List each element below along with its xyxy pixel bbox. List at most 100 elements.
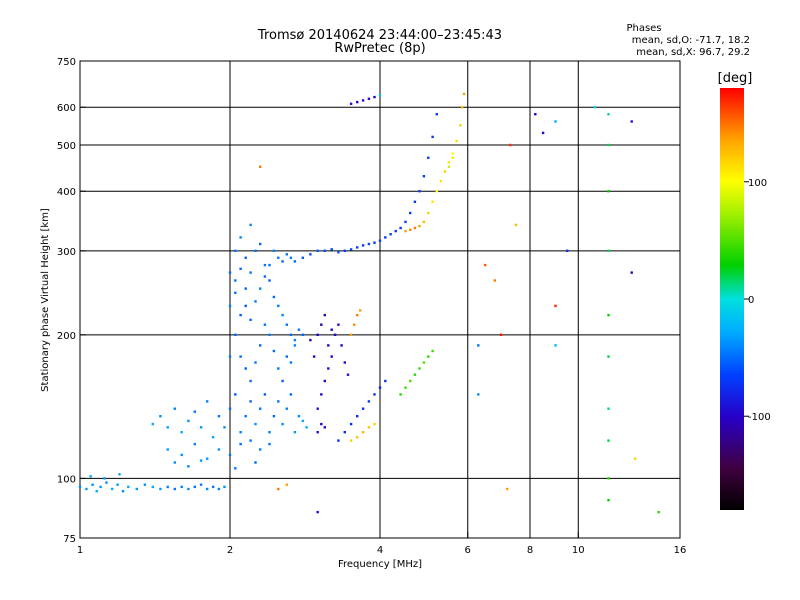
phase-stats-o: mean, sd,O: -71.7, 18.2 — [632, 35, 750, 46]
data-point — [103, 477, 106, 480]
data-point — [110, 487, 114, 491]
data-point — [244, 287, 247, 290]
data-point — [281, 422, 284, 426]
data-point — [447, 161, 451, 164]
data-point — [206, 487, 209, 491]
data-point — [228, 453, 232, 457]
colorbar-tick-label: 100 — [748, 178, 767, 189]
y-tick-label: 600 — [57, 103, 76, 114]
data-point — [249, 271, 252, 274]
data-point — [373, 241, 376, 244]
data-point — [361, 431, 365, 434]
data-point — [462, 92, 466, 96]
data-point — [534, 113, 537, 116]
data-point — [418, 224, 421, 228]
data-point — [105, 481, 108, 484]
data-point — [459, 124, 462, 127]
data-point — [217, 487, 221, 491]
data-point — [254, 249, 257, 252]
data-point — [455, 139, 458, 143]
data-point — [320, 422, 323, 426]
data-point — [320, 393, 323, 396]
data-point — [477, 344, 480, 347]
data-point — [293, 260, 297, 263]
data-point — [461, 106, 464, 109]
data-point — [554, 120, 557, 123]
data-point — [293, 431, 297, 434]
data-point — [330, 355, 333, 358]
data-point — [259, 344, 262, 347]
data-point — [206, 400, 209, 403]
data-point — [272, 349, 276, 353]
data-point — [180, 453, 183, 457]
data-point — [193, 485, 196, 489]
data-point — [234, 291, 237, 294]
data-point — [259, 287, 262, 290]
data-point — [607, 113, 610, 116]
data-point — [439, 179, 443, 183]
data-point — [593, 106, 597, 109]
data-point — [447, 165, 451, 168]
data-point — [340, 344, 343, 347]
data-point — [234, 249, 237, 252]
data-point — [289, 393, 293, 396]
data-point — [228, 271, 232, 274]
data-point — [85, 487, 88, 491]
data-point — [159, 415, 162, 418]
data-point — [356, 436, 359, 439]
data-point — [228, 304, 232, 308]
data-point — [349, 248, 353, 251]
data-point — [234, 279, 237, 282]
data-point — [234, 333, 237, 336]
data-point — [254, 361, 257, 364]
colorbar — [720, 88, 744, 510]
data-point — [259, 448, 262, 451]
data-point — [239, 236, 242, 239]
data-point — [187, 465, 190, 468]
data-point — [330, 248, 333, 251]
data-point — [293, 344, 297, 347]
y-tick-label: 200 — [57, 331, 76, 342]
data-point — [389, 233, 392, 236]
data-point — [607, 355, 610, 358]
data-point — [431, 200, 434, 203]
data-point — [413, 226, 417, 230]
data-point — [193, 442, 196, 446]
data-point — [483, 263, 487, 267]
data-point — [281, 313, 284, 317]
data-point — [116, 483, 119, 486]
data-point — [316, 249, 319, 252]
data-point — [223, 485, 226, 489]
data-point — [309, 338, 312, 342]
data-point — [239, 267, 242, 270]
data-point — [361, 244, 365, 247]
data-point — [422, 220, 426, 224]
data-point — [404, 386, 407, 389]
data-point — [277, 256, 280, 259]
data-point — [281, 379, 284, 383]
data-point — [187, 487, 190, 491]
data-point — [277, 367, 280, 370]
data-point — [514, 223, 518, 227]
data-point — [173, 487, 176, 491]
data-point — [301, 333, 304, 336]
data-point — [499, 333, 503, 336]
data-point — [312, 355, 316, 358]
colorbar-ticks: 100 0 -100 — [744, 178, 771, 423]
data-point — [173, 407, 176, 410]
data-point — [268, 333, 271, 336]
data-point — [343, 249, 346, 252]
data-point — [367, 400, 371, 403]
data-point — [409, 228, 412, 231]
data-point — [327, 367, 330, 370]
data-point — [259, 242, 262, 246]
data-point — [607, 313, 610, 317]
data-point — [323, 426, 326, 429]
x-tick-label: 6 — [465, 545, 471, 556]
colorbar-tick-label: -100 — [748, 412, 771, 423]
data-point — [418, 190, 421, 193]
data-point — [554, 344, 557, 347]
data-point — [199, 483, 203, 486]
data-point — [180, 431, 183, 434]
